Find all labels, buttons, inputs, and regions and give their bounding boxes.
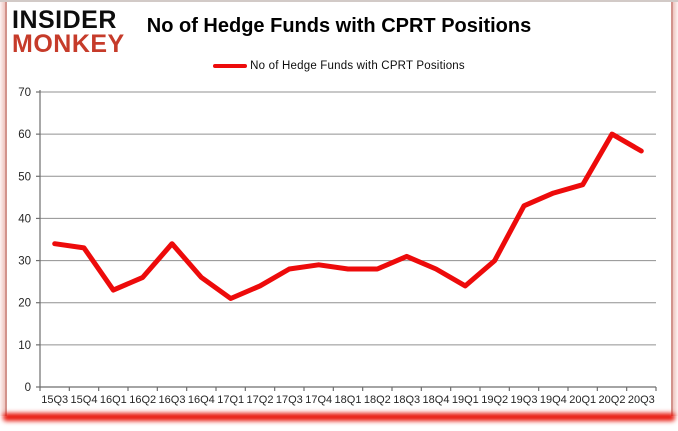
logo-line-insider: INSIDER [12,6,117,34]
chart-canvas: INSIDER MONKEY No of Hedge Funds with CP… [0,0,678,416]
y-axis-label: 70 [18,87,31,99]
x-axis-label: 18Q1 [335,394,362,406]
y-axis-label: 40 [18,213,31,225]
x-axis-label: 17Q2 [247,394,274,406]
right-border-decoration [671,2,678,416]
x-axis-label: 16Q2 [129,394,156,406]
legend-line-swatch [213,63,248,69]
legend-label: No of Hedge Funds with CPRT Positions [250,60,465,72]
left-border-decoration [0,2,7,416]
y-axis-label: 10 [18,340,31,352]
x-axis-label: 19Q2 [481,394,508,406]
x-axis-label: 15Q4 [71,394,98,406]
bottom-red-glow [3,413,675,421]
x-axis-label: 19Q1 [452,394,479,406]
x-axis-label: 19Q4 [540,394,567,406]
y-axis-label: 50 [18,171,31,183]
x-axis-label: 16Q3 [159,394,186,406]
y-axis-label: 20 [18,298,31,310]
x-axis-label: 19Q3 [511,394,538,406]
y-axis-label: 60 [18,129,31,141]
x-axis-label: 18Q2 [364,394,391,406]
insider-monkey-logo: INSIDER MONKEY [12,6,125,58]
legend: No of Hedge Funds with CPRT Positions [0,60,678,72]
x-axis-label: 20Q2 [599,394,626,406]
y-axis-label: 30 [18,256,31,268]
x-axis-label: 17Q1 [217,394,244,406]
x-axis-label: 20Q1 [569,394,596,406]
x-axis-label: 17Q3 [276,394,303,406]
x-axis-label: 17Q4 [305,394,332,406]
x-axis-label: 15Q3 [41,394,68,406]
x-axis-label: 18Q3 [393,394,420,406]
x-axis-label: 18Q4 [423,394,450,406]
x-axis-label: 20Q3 [628,394,655,406]
x-axis-label: 16Q4 [188,394,215,406]
series-line [52,131,644,301]
x-axis-label: 16Q1 [100,394,127,406]
logo-line-monkey: MONKEY [12,29,125,58]
chart-title: No of Hedge Funds with CPRT Positions [146,15,532,37]
y-axis-label: 0 [25,382,31,394]
